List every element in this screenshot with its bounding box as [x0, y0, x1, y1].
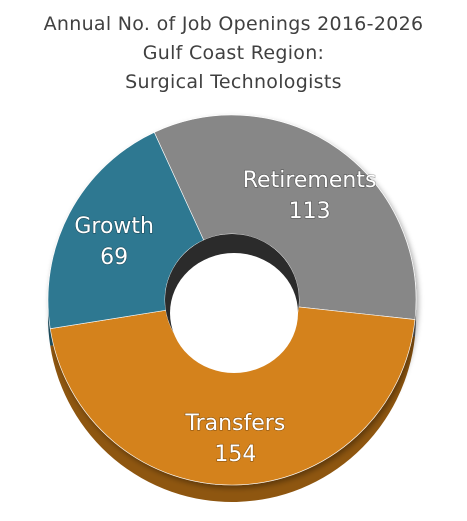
slice-value-retirements: 113 — [289, 199, 331, 224]
slice-value-transfers: 154 — [214, 442, 256, 467]
slice-label-transfers: Transfers — [184, 411, 285, 436]
slice-label-growth: Growth — [74, 214, 154, 239]
chart-title-line-1: Annual No. of Job Openings 2016-2026 — [43, 13, 424, 35]
slice-label-retirements: Retirements — [243, 168, 377, 193]
slice-value-growth: 69 — [100, 245, 128, 270]
chart-title-line-2: Gulf Coast Region: — [142, 42, 325, 64]
donut-hole — [170, 253, 298, 373]
chart-title-line-3: Surgical Technologists — [125, 71, 342, 93]
